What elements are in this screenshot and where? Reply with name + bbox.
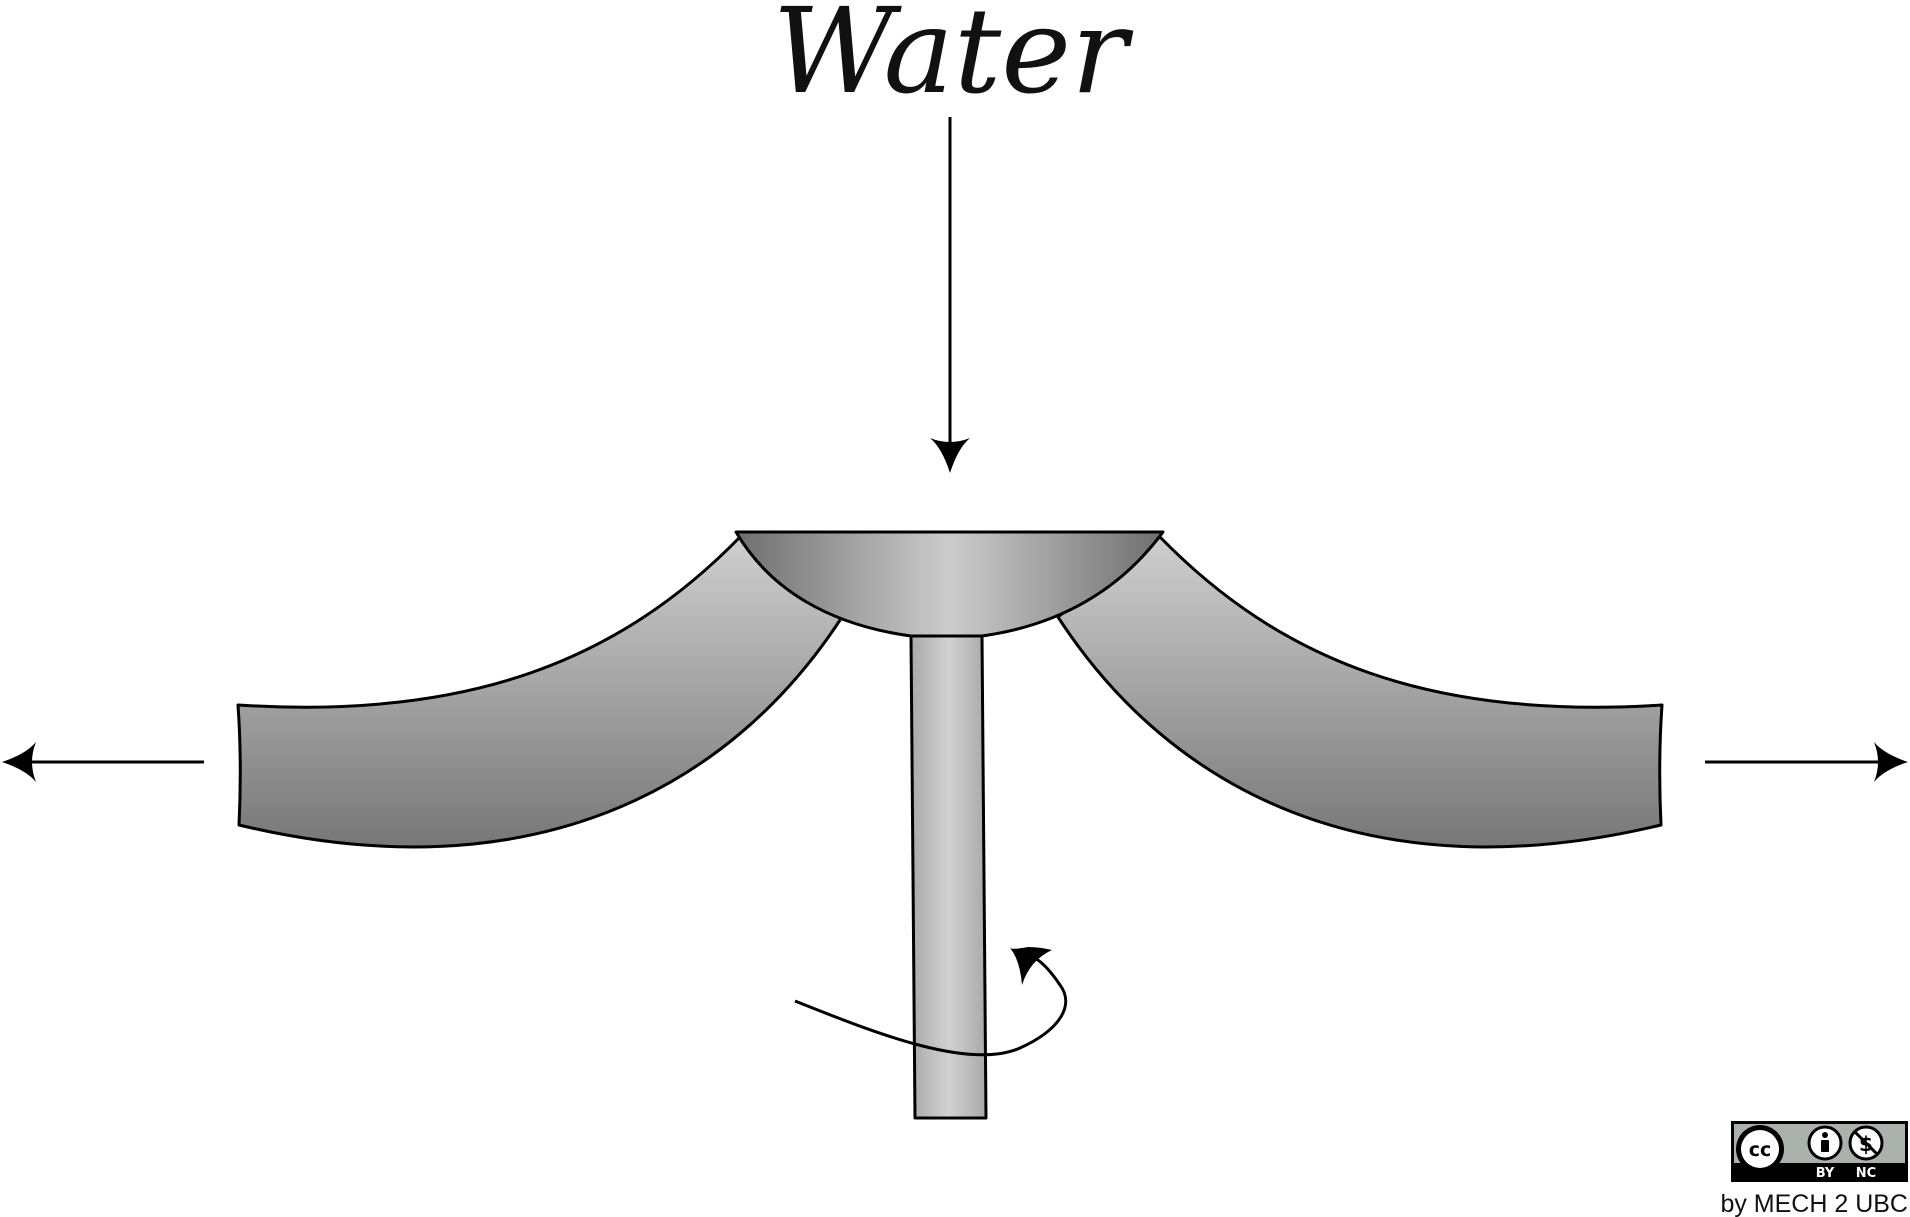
credit-text: by MECH 2 UBC — [1720, 1190, 1908, 1217]
license-by-label: BY — [1816, 1166, 1835, 1181]
water-label: Water — [772, 0, 1134, 120]
cc-icon: cc — [1736, 1125, 1784, 1173]
down-arrow-icon — [930, 117, 970, 473]
nc-noncommercial-icon: $ — [1848, 1125, 1884, 1161]
license-badge: cc $ BY NC — [1731, 1121, 1908, 1182]
rotation-arrow-icon — [794, 947, 1068, 1057]
left-arrow-icon — [2, 742, 204, 782]
left-arm — [236, 535, 844, 849]
by-attribution-icon — [1807, 1125, 1843, 1161]
svg-text:cc: cc — [1749, 1139, 1772, 1161]
hub — [734, 530, 1165, 638]
license-nc-label: NC — [1856, 1166, 1876, 1181]
right-arm — [1056, 535, 1664, 849]
right-arrow-icon — [1705, 742, 1908, 782]
